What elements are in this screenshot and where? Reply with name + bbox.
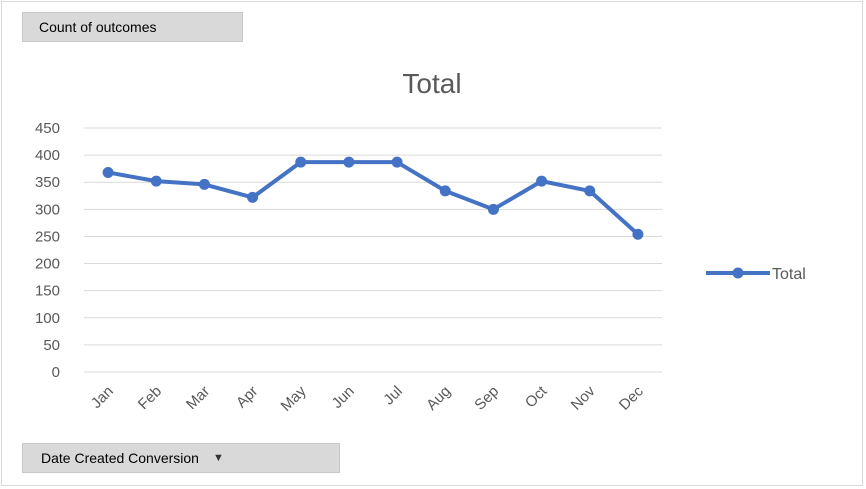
- gridlines: [84, 127, 662, 373]
- x-tick-label: Nov: [568, 382, 599, 413]
- data-point-feb[interactable]: [150, 175, 162, 187]
- y-tick-label: 150: [35, 283, 60, 300]
- y-tick-label: 350: [35, 174, 60, 191]
- series-line: [106, 160, 640, 237]
- x-tick-label: May: [278, 382, 310, 414]
- y-axis-ticks: 0 50 100 150 200 250 300 350 400 450: [35, 120, 60, 381]
- data-point-mar[interactable]: [198, 178, 210, 190]
- y-tick-label: 400: [35, 147, 60, 164]
- x-tick-label: Jun: [329, 383, 358, 412]
- data-point-jun[interactable]: [343, 156, 355, 168]
- data-point-jan[interactable]: [102, 166, 114, 178]
- x-tick-label: Feb: [135, 383, 165, 413]
- data-point-apr[interactable]: [247, 191, 259, 203]
- x-tick-label: Aug: [423, 383, 454, 414]
- x-tick-label: Apr: [233, 383, 262, 412]
- data-point-jul[interactable]: [391, 156, 403, 168]
- chart-title: Total: [402, 68, 461, 99]
- x-tick-label: Sep: [471, 383, 502, 414]
- x-tick-label: Jan: [88, 383, 117, 412]
- x-tick-label: Oct: [522, 382, 551, 411]
- data-point-may[interactable]: [295, 156, 307, 168]
- data-point-nov[interactable]: [584, 185, 596, 197]
- triangle-down-icon[interactable]: ▼: [212, 452, 224, 464]
- data-point-dec[interactable]: [632, 228, 644, 240]
- value-field-button[interactable]: Count of outcomes: [22, 12, 243, 42]
- x-tick-label: Mar: [183, 383, 213, 413]
- axis-field-button[interactable]: Date Created Conversion ▼: [22, 443, 340, 473]
- y-tick-label: 450: [35, 120, 60, 137]
- x-axis-ticks: Jan Feb Mar Apr May Jun Jul Aug Sep Oct Nov Dec: [88, 382, 647, 415]
- data-point-oct[interactable]: [536, 175, 548, 187]
- legend: Total: [706, 266, 806, 283]
- data-point-aug[interactable]: [439, 185, 451, 197]
- y-tick-label: 300: [35, 201, 60, 218]
- y-tick-label: 100: [35, 310, 60, 327]
- x-tick-label: Dec: [616, 382, 647, 413]
- x-tick-label: Jul: [380, 383, 406, 409]
- y-tick-label: 250: [35, 228, 60, 245]
- series-total: [102, 156, 644, 240]
- legend-point-marker: [732, 267, 744, 279]
- y-tick-label: 50: [43, 337, 60, 354]
- legend-label: Total: [772, 266, 806, 283]
- value-field-label: Count of outcomes: [39, 19, 157, 35]
- data-point-sep[interactable]: [487, 203, 499, 215]
- axis-field-label: Date Created Conversion: [41, 450, 199, 466]
- y-tick-label: 0: [52, 364, 60, 381]
- y-tick-label: 200: [35, 256, 60, 273]
